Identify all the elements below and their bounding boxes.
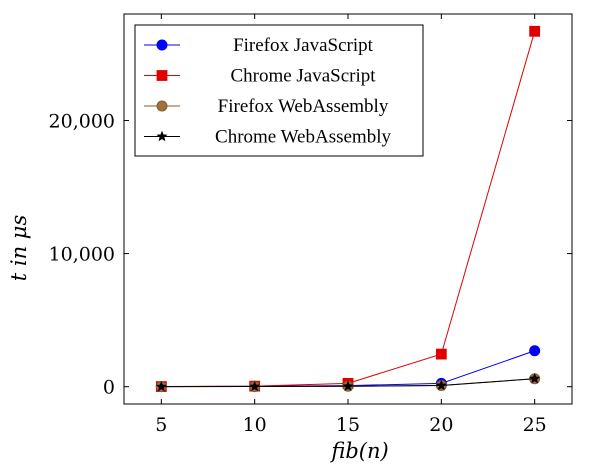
legend-marker-3 <box>156 130 168 142</box>
series-3-point-3 <box>435 379 447 391</box>
series-3-point-1 <box>249 380 261 392</box>
legend: Firefox JavaScript Chrome JavaScript Firef… <box>134 24 424 157</box>
y-tick-label-0: 0 <box>103 377 115 399</box>
series-0-point-4 <box>529 345 541 357</box>
y-tick-label-2: 20,000 <box>49 110 115 132</box>
x-tick-label-2: 15 <box>336 414 360 436</box>
legend-marker-1 <box>156 70 168 81</box>
legend-marker-2 <box>156 100 168 112</box>
legend-label-0: Firefox JavaScript <box>233 35 374 56</box>
legend-marker-0 <box>156 39 168 51</box>
series-1-point-4 <box>529 25 541 37</box>
y-axis-label: t in μs <box>7 215 31 282</box>
axes: 5 10 15 20 25 0 10,000 20,000 <box>49 13 573 436</box>
series-3-point-4 <box>529 372 541 384</box>
legend-box <box>134 24 424 157</box>
x-tick-label-4: 25 <box>523 414 547 436</box>
legend-label-2: Firefox WebAssembly <box>218 96 389 117</box>
x-tick-label-1: 10 <box>243 414 267 436</box>
x-tick-label-0: 5 <box>155 414 167 436</box>
series-3-point-2 <box>342 380 354 391</box>
series-1-point-3 <box>435 348 447 360</box>
plot-marks <box>155 25 541 393</box>
legend-label-1: Chrome JavaScript <box>230 66 376 87</box>
legend-label-3: Chrome WebAssembly <box>215 127 391 148</box>
x-axis-label: fib(n) <box>329 439 388 463</box>
y-tick-label-1: 10,000 <box>49 244 115 266</box>
series-3-point-0 <box>155 380 167 392</box>
x-tick-label-3: 20 <box>429 414 453 436</box>
